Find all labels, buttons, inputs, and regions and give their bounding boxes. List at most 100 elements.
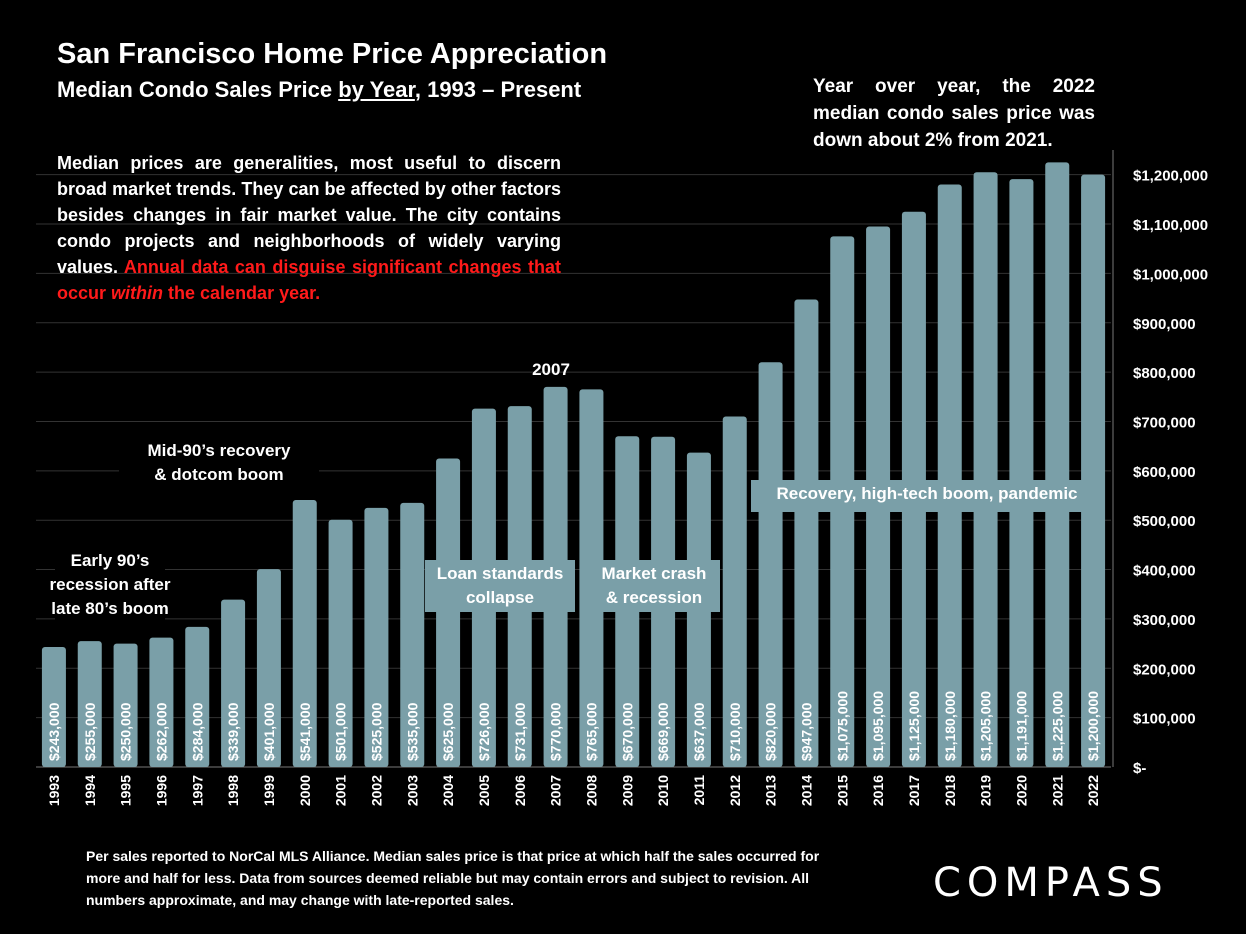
annotation-text: Recovery, high-tech boom, pandemic [776, 484, 1077, 503]
bar [292, 499, 317, 767]
y-tick-label: $900,000 [1133, 316, 1196, 333]
chart-subtitle: Median Condo Sales Price by Year, 1993 –… [57, 77, 582, 102]
chart-title: San Francisco Home Price Appreciation [57, 38, 608, 70]
bar-value-label: $284,000 [189, 702, 205, 761]
x-category-label: 2002 [368, 775, 384, 806]
y-tick-label: $400,000 [1133, 563, 1196, 580]
y-tick-label: $700,000 [1133, 414, 1196, 431]
compass-logo: COMPASS [933, 860, 1169, 906]
bar-value-label: $731,000 [512, 702, 528, 761]
annotation-text: late 80’s boom [51, 599, 168, 618]
bar-value-label: $1,191,000 [1013, 691, 1029, 761]
y-tick-label: $- [1133, 760, 1146, 777]
annotation-text: Loan standards [437, 564, 564, 583]
bar-value-label: $1,075,000 [834, 691, 850, 761]
x-category-label: 2012 [727, 775, 743, 806]
bar-value-label: $535,000 [404, 702, 420, 761]
bar-value-label: $726,000 [476, 702, 492, 761]
annotation-text: 2007 [532, 360, 570, 379]
bar [256, 569, 281, 767]
x-category-label: 2001 [333, 775, 349, 806]
bar [400, 502, 425, 767]
bar-value-label: $525,000 [368, 702, 384, 761]
annotation-box [425, 560, 575, 612]
bar-value-label: $339,000 [225, 702, 241, 761]
bar-value-label: $1,180,000 [942, 691, 958, 761]
x-category-label: 1993 [46, 775, 62, 806]
x-category-label: 2014 [798, 775, 814, 806]
bar-value-label: $637,000 [691, 702, 707, 761]
y-tick-label: $1,100,000 [1133, 217, 1208, 234]
annotation-box [588, 560, 720, 612]
bar-value-label: $947,000 [798, 702, 814, 761]
annotation-text: Mid-90’s recovery [148, 441, 292, 460]
x-category-label: 2004 [440, 775, 456, 806]
bar [1081, 174, 1106, 767]
bar-value-label: $765,000 [583, 702, 599, 761]
x-category-label: 2005 [476, 775, 492, 806]
x-category-label: 2022 [1085, 775, 1101, 806]
x-category-label: 1996 [153, 775, 169, 806]
x-category-label: 2017 [906, 775, 922, 806]
bar [758, 362, 783, 767]
bar [1045, 162, 1070, 768]
bar [364, 507, 389, 767]
x-category-label: 2007 [548, 775, 564, 806]
x-category-label: 2011 [691, 775, 707, 806]
bar [973, 172, 998, 767]
y-tick-label: $300,000 [1133, 612, 1196, 629]
x-category-label: 2020 [1013, 775, 1029, 806]
y-tick-label: $100,000 [1133, 711, 1196, 728]
x-category-label: 2019 [978, 775, 994, 806]
bar-value-label: $255,000 [82, 702, 98, 761]
annotation-box [751, 480, 1103, 512]
bar-value-label: $1,095,000 [870, 691, 886, 761]
bar [149, 637, 174, 767]
bar-value-label: $770,000 [548, 702, 564, 761]
bar [794, 299, 819, 767]
x-category-label: 1999 [261, 775, 277, 806]
annotation-text: recession after [50, 575, 171, 594]
x-category-label: 2013 [763, 775, 779, 806]
x-category-label: 1995 [118, 775, 134, 806]
x-category-label: 1994 [82, 775, 98, 806]
annotation-text: Early 90’s [71, 551, 150, 570]
source-footnote: Per sales reported to NorCal MLS Allianc… [86, 848, 820, 908]
annotation-text: collapse [466, 588, 534, 607]
yoy-note: Year over year, the 2022 median condo sa… [813, 76, 1095, 151]
annotation-text: & dotcom boom [154, 465, 283, 484]
bar-value-label: $1,205,000 [978, 691, 994, 761]
x-category-label: 2000 [297, 775, 313, 806]
x-category-label: 2010 [655, 775, 671, 806]
x-category-label: 2016 [870, 775, 886, 806]
bar-value-label: $1,200,000 [1085, 691, 1101, 761]
x-category-label: 1997 [189, 775, 205, 806]
y-tick-label: $800,000 [1133, 365, 1196, 382]
bar [436, 458, 461, 767]
bar-value-label: $1,125,000 [906, 691, 922, 761]
methodology-note: Median prices are generalities, most use… [57, 153, 561, 303]
annotation-text: Market crash [602, 564, 707, 583]
bar [1009, 179, 1034, 767]
bar-value-label: $243,000 [46, 702, 62, 761]
y-tick-label: $1,000,000 [1133, 266, 1208, 283]
x-category-label: 2009 [619, 775, 635, 806]
x-category-label: 2003 [404, 775, 420, 806]
y-tick-label: $500,000 [1133, 513, 1196, 530]
bar [328, 519, 353, 767]
bar [77, 641, 102, 767]
bar-value-label: $1,225,000 [1049, 691, 1065, 761]
bar-value-label: $501,000 [333, 702, 349, 761]
annotation-box [119, 437, 319, 487]
x-category-label: 2015 [834, 775, 850, 806]
bar-value-label: $250,000 [118, 702, 134, 761]
bar [185, 626, 210, 767]
x-category-label: 2006 [512, 775, 528, 806]
bar-value-label: $625,000 [440, 702, 456, 761]
x-category-label: 1998 [225, 775, 241, 806]
bar-value-label: $541,000 [297, 702, 313, 761]
bar-value-label: $669,000 [655, 702, 671, 761]
y-tick-label: $1,200,000 [1133, 168, 1208, 185]
bar-value-label: $401,000 [261, 702, 277, 761]
bar [722, 416, 747, 767]
